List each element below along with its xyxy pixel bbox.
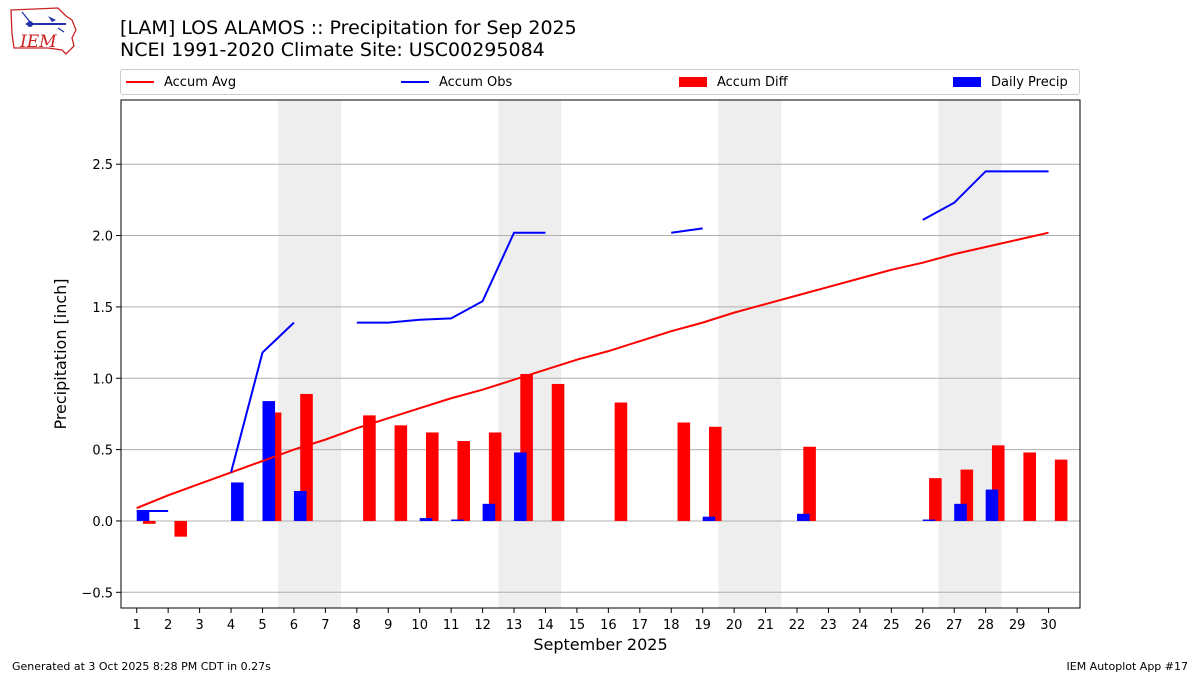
y-tick-label: 2.0 (92, 230, 113, 245)
accum-obs-line (356, 231, 546, 324)
x-tick-label: 13 (506, 618, 523, 633)
x-tick-label: 18 (663, 618, 680, 633)
x-tick-label: 23 (820, 618, 837, 633)
x-tick-label: 27 (946, 618, 963, 633)
x-tick-label: 21 (757, 618, 774, 633)
accum-avg-line (136, 231, 1049, 510)
daily-precip-bar (231, 482, 244, 521)
legend-accum-obs-label: Accum Obs (439, 74, 513, 90)
accum-diff-bar (488, 432, 502, 521)
x-tick-label: 25 (883, 618, 900, 633)
x-tick-label: 28 (977, 618, 994, 633)
daily-precip-bar (451, 519, 464, 521)
x-tick-label: 12 (474, 618, 491, 633)
accum-diff-bar (929, 478, 942, 521)
chart-subtitle: NCEI 1991-2020 Climate Site: USC00295084 (120, 39, 545, 61)
accum-diff-bar (551, 383, 565, 521)
daily-precip-bar (702, 516, 716, 521)
legend-daily-precip: Daily Precip (953, 70, 1068, 94)
accum-obs-line (922, 170, 1049, 221)
daily-precip-bar (136, 510, 150, 521)
accum-diff-bar (174, 520, 188, 537)
legend-accum-avg-label: Accum Avg (164, 74, 237, 90)
accum-obs-line (671, 227, 703, 234)
daily-precip-bar (293, 490, 307, 521)
daily-precip-swatch (953, 77, 981, 87)
x-tick-label: 16 (600, 618, 617, 633)
y-tick-label: −0.5 (81, 586, 113, 601)
x-tick-label: 1 (133, 618, 141, 633)
x-tick-label: 19 (694, 618, 711, 633)
x-tick-label: 10 (411, 618, 428, 633)
x-tick-label: 15 (569, 618, 586, 633)
x-tick-label: 17 (632, 618, 649, 633)
legend-accum-avg: Accum Avg (126, 70, 236, 94)
weekend-shade (498, 100, 562, 608)
legend: Accum Avg Accum Obs Accum Diff Daily Pre… (120, 69, 1080, 95)
footer-generated: Generated at 3 Oct 2025 8:28 PM CDT in 0… (12, 660, 271, 673)
chart-title: [LAM] LOS ALAMOS :: Precipitation for Se… (120, 17, 577, 39)
x-tick-label: 6 (290, 618, 298, 633)
accum-diff-bar (677, 422, 691, 521)
weekend-shade (278, 100, 342, 608)
accum-diff-bar (614, 402, 628, 521)
logo-text: IEM (19, 32, 57, 52)
precip-chart: −0.50.00.51.01.52.02.51 2 3 4 5 6 7 8 9 10 11 12 13 1… (51, 99, 1081, 654)
plot-frame (120, 99, 1081, 609)
accum-diff-bar (300, 393, 313, 521)
accum-diff-bar (394, 425, 408, 521)
x-tick-label: 3 (195, 618, 203, 633)
daily-precip-bar (922, 519, 936, 521)
daily-precip-bar (419, 518, 433, 521)
accum-diff-bar (708, 426, 722, 521)
legend-daily-precip-label: Daily Precip (991, 74, 1068, 90)
accum-diff-bar (1023, 452, 1036, 521)
x-tick-label: 9 (384, 618, 392, 633)
x-tick-label: 2 (164, 618, 172, 633)
x-tick-label: 29 (1009, 618, 1026, 633)
x-tick-label: 7 (321, 618, 329, 633)
iem-logo: IEM (10, 7, 77, 55)
accum-diff-bar (803, 446, 816, 521)
x-tick-label: 20 (726, 618, 743, 633)
y-axis-label: Precipitation [inch] (51, 278, 70, 429)
weekend-shade (718, 100, 782, 608)
accum-diff-bar (1054, 459, 1068, 521)
x-tick-label: 5 (258, 618, 266, 633)
legend-accum-obs: Accum Obs (401, 70, 512, 94)
accum-obs-line (230, 321, 295, 473)
footer-app: IEM Autoplot App #17 (1066, 660, 1189, 673)
daily-precip-bar (797, 513, 810, 521)
accum-diff-bar (457, 441, 471, 521)
accum-diff-bar (425, 432, 439, 521)
accum-diff-bar (143, 520, 156, 524)
x-tick-label: 26 (915, 618, 932, 633)
accum-diff-bar (363, 415, 376, 521)
x-tick-label: 4 (227, 618, 235, 633)
y-tick-label: 0.0 (92, 515, 113, 530)
y-tick-label: 2.5 (92, 158, 113, 173)
y-tick-label: 1.5 (92, 301, 113, 316)
daily-precip-bar (985, 489, 999, 521)
daily-precip-bar (954, 503, 967, 521)
daily-precip-bar (482, 503, 496, 521)
x-tick-label: 14 (537, 618, 554, 633)
x-tick-label: 24 (852, 618, 869, 633)
weekend-shade (938, 100, 1002, 608)
x-tick-label: 8 (353, 618, 361, 633)
legend-accum-diff-label: Accum Diff (717, 74, 788, 90)
x-tick-label: 22 (789, 618, 806, 633)
accum-diff-swatch (679, 77, 707, 87)
legend-accum-diff: Accum Diff (679, 70, 788, 94)
daily-precip-bar (514, 452, 527, 521)
x-tick-label: 11 (443, 618, 460, 633)
x-tick-label: 30 (1040, 618, 1057, 633)
daily-precip-bar (262, 401, 276, 521)
accum-obs-swatch (401, 81, 429, 83)
y-tick-label: 0.5 (92, 444, 113, 459)
y-tick-label: 1.0 (92, 372, 113, 387)
accum-avg-swatch (126, 81, 154, 83)
x-axis-label: September 2025 (533, 635, 667, 654)
